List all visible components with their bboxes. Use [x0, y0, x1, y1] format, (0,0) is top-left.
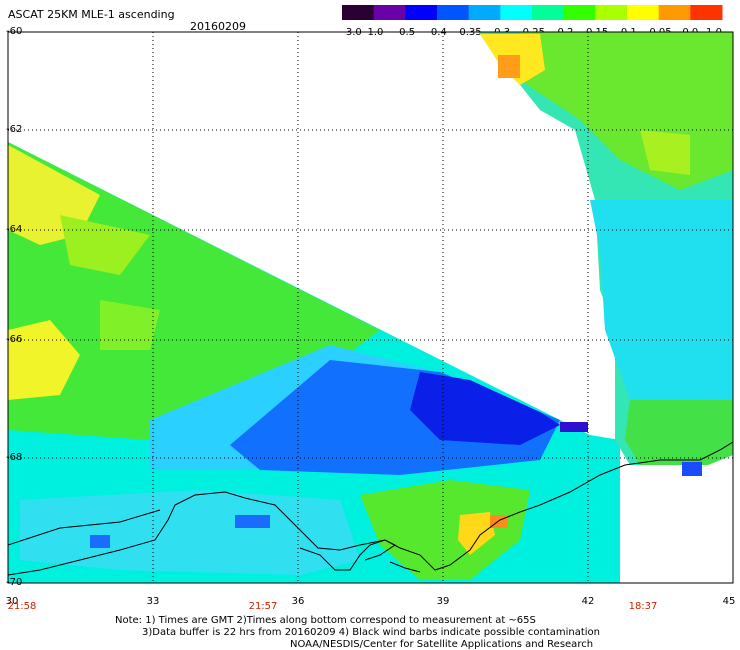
swath-left-lime-b	[100, 300, 160, 350]
longitude-label: 45	[722, 596, 736, 607]
swath-left-lime-a	[60, 215, 150, 275]
colorbar-swatch	[690, 5, 723, 20]
swath-right-blue	[682, 462, 702, 476]
swath-left-yellow-s	[458, 512, 495, 555]
swath-left-yellow-w	[8, 320, 80, 400]
coastline-outline-w	[8, 509, 161, 546]
swath-right-lime	[640, 130, 690, 175]
colorbar-swatch	[373, 5, 406, 20]
coastline-island-a	[299, 539, 396, 571]
latitude-label: -66	[6, 334, 23, 345]
note-line-3: NOAA/NESDIS/Center for Satellite Applica…	[290, 639, 594, 650]
colorbar-swatch	[342, 5, 375, 20]
swath-right-cyan	[590, 200, 733, 400]
map-date: 20160209	[190, 20, 246, 33]
time-label: 21:58	[7, 601, 37, 612]
swath-left-darkblue	[410, 372, 560, 445]
colorbar-swatch	[468, 5, 501, 20]
swath-left-blue-s	[90, 535, 110, 548]
note-line-2: 3)Data buffer is 22 hrs from 20160209 4)…	[142, 627, 600, 638]
colorbar-swatch	[595, 5, 628, 20]
longitude-label: 36	[291, 596, 305, 607]
note-line-1: Note: 1) Times are GMT 2)Times along bot…	[115, 615, 536, 626]
plot-frame	[7, 31, 734, 584]
longitude-label: 39	[436, 596, 450, 607]
swath-left-green-s	[360, 480, 530, 580]
swath-left-blue-s2	[235, 515, 270, 528]
swath-right	[478, 32, 733, 476]
latitude-label: -62	[6, 124, 23, 135]
colorbar-swatch	[658, 5, 691, 20]
coastline-island-b	[389, 561, 421, 573]
time-label: 21:57	[248, 601, 278, 612]
latitude-label: -68	[6, 452, 23, 463]
map-title: ASCAT 25KM MLE-1 ascending	[8, 8, 175, 21]
longitude-label: 42	[581, 596, 595, 607]
swath-left-darkspot	[560, 422, 588, 432]
colorbar-swatch	[405, 5, 438, 20]
gridlines	[8, 32, 733, 583]
colorbar-swatches	[342, 5, 723, 20]
colorbar-swatch	[500, 5, 533, 20]
colorbar-swatch	[437, 5, 470, 20]
longitude-label: 30	[5, 596, 19, 607]
colorbar-swatch	[563, 5, 596, 20]
swath-right-orange	[498, 55, 520, 78]
longitude-label: 33	[146, 596, 160, 607]
latitude-label: -60	[6, 26, 23, 37]
latitude-label: -64	[6, 224, 23, 235]
time-label: 18:37	[628, 601, 658, 612]
colorbar-swatch	[627, 5, 660, 20]
latitude-label: -70	[6, 577, 23, 588]
colorbar-swatch	[532, 5, 565, 20]
swath-left	[8, 142, 620, 583]
swath-right-green-s	[625, 400, 733, 465]
